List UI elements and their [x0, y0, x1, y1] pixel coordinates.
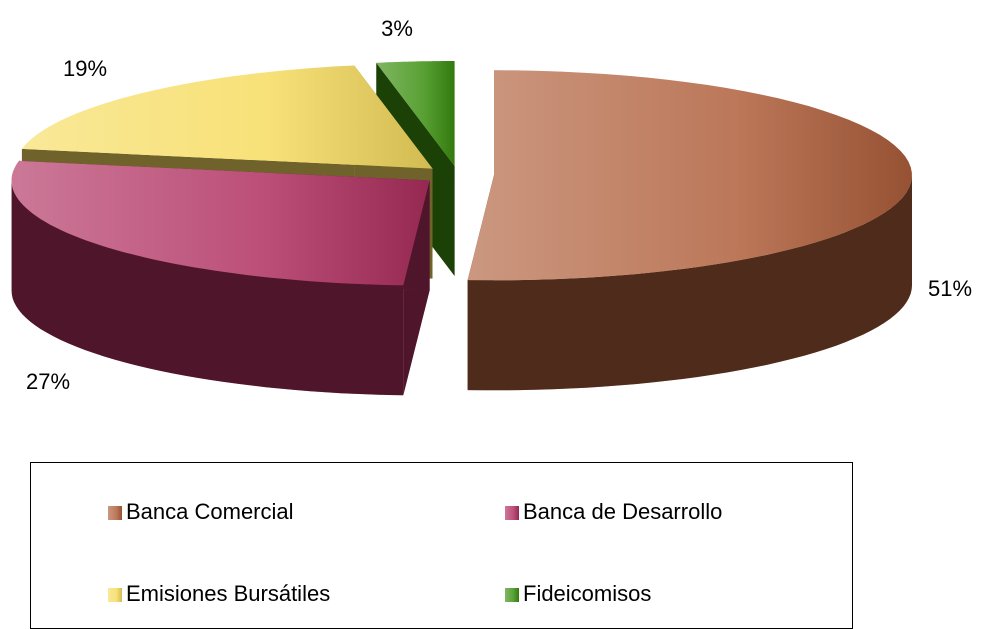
legend-swatch-shine — [108, 588, 122, 602]
slice-shine — [21, 65, 433, 169]
legend-label: Emisiones Bursátiles — [126, 581, 330, 606]
legend-swatch-shine — [505, 588, 519, 602]
legend-box — [30, 462, 853, 629]
legend-swatch-shine — [108, 506, 122, 520]
slice-side-shade — [11, 180, 404, 396]
slice-shine — [376, 61, 455, 166]
slice-side-shade — [467, 175, 912, 391]
legend-label: Banca de Desarrollo — [523, 499, 722, 524]
data-label: 27% — [26, 369, 70, 394]
data-label: 51% — [928, 276, 972, 301]
data-label: 19% — [63, 56, 107, 81]
legend-swatch-shine — [505, 506, 519, 520]
data-label: 3% — [381, 16, 413, 41]
legend-label: Fideicomisos — [523, 581, 651, 606]
slice-shine — [467, 70, 912, 281]
slice-shine — [11, 160, 430, 286]
legend-label: Banca Comercial — [126, 499, 294, 524]
